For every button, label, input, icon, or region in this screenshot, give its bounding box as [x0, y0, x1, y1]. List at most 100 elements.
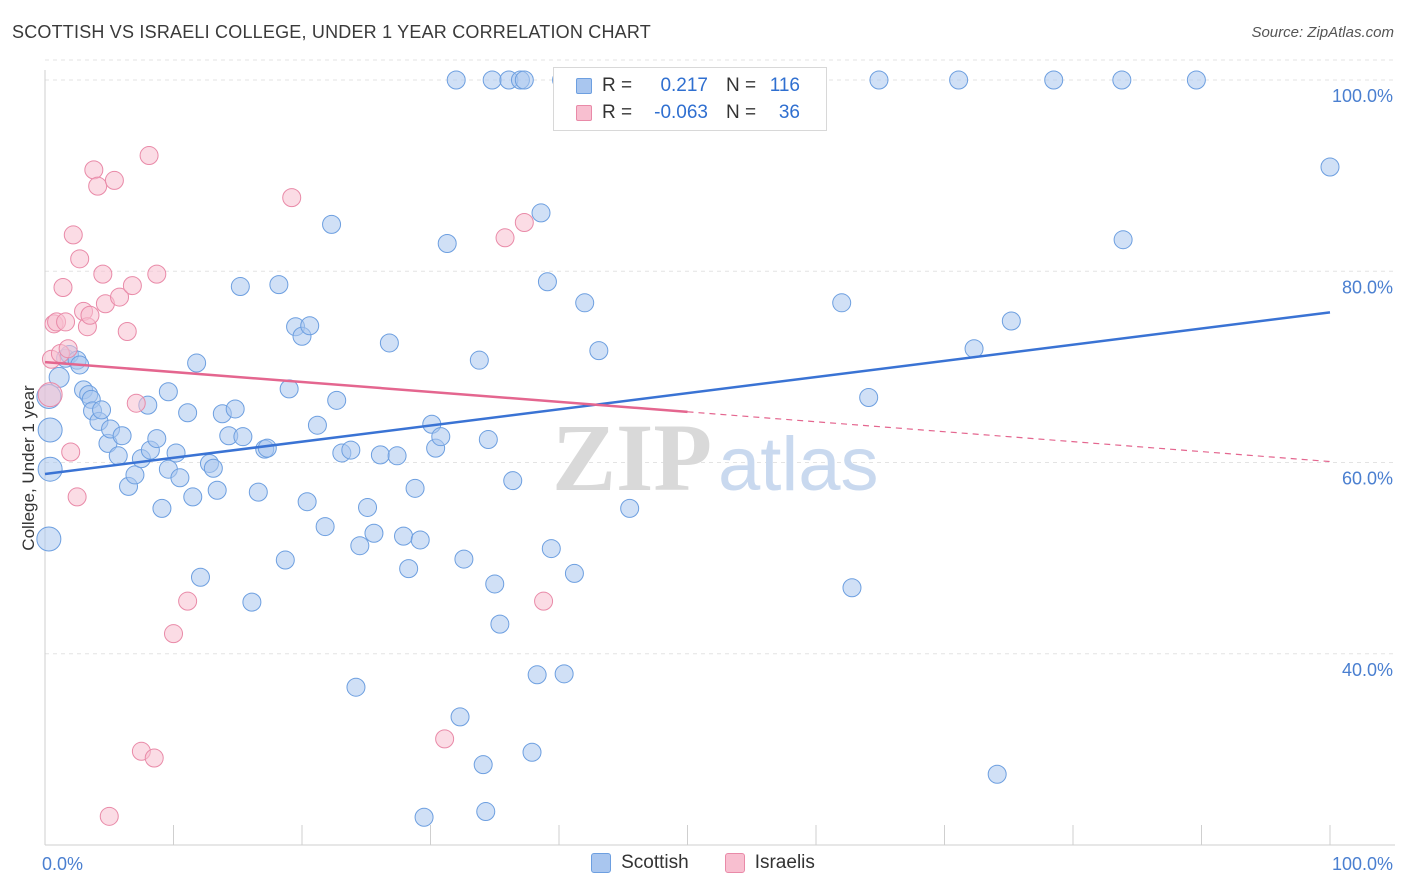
watermark: ZIP atlas	[552, 404, 879, 511]
y-axis-label: College, Under 1 year	[19, 385, 38, 551]
scottish-point	[476, 802, 496, 822]
scottish-point	[242, 592, 262, 612]
legend-label-scottish: Scottish	[621, 852, 689, 873]
scottish-point	[1113, 230, 1133, 250]
israeli-trend-extension	[687, 411, 1331, 463]
scottish-point	[842, 578, 862, 598]
scottish-point	[322, 214, 342, 234]
scottish-point	[230, 277, 250, 297]
scottish-point	[36, 526, 62, 552]
israeli-point	[126, 393, 146, 413]
israeli-point	[144, 748, 164, 768]
scottish-point	[414, 807, 434, 827]
scottish-point	[410, 530, 430, 550]
scottish-point	[183, 487, 203, 507]
series-legend: Scottish Israelis	[0, 852, 1406, 874]
scottish-point	[341, 440, 361, 460]
scottish-point	[949, 70, 969, 90]
israeli-point	[61, 442, 81, 462]
scottish-point	[859, 387, 879, 407]
scottish-point	[37, 456, 63, 482]
scottish-point	[485, 574, 505, 594]
y-tick-label-60: 60.0%	[1342, 469, 1393, 489]
scottish-point	[275, 550, 295, 570]
scottish-point	[450, 707, 470, 727]
scottish-point	[370, 445, 390, 465]
israeli-point	[67, 487, 87, 507]
scottish-point	[307, 415, 327, 435]
x-tick-label-max: 100.0%	[1332, 854, 1393, 874]
scottish-point	[503, 471, 523, 491]
scottish-point	[327, 390, 347, 410]
israeli-point	[88, 176, 108, 196]
legend-label-israelis: Israelis	[754, 852, 815, 873]
scottish-point	[554, 664, 574, 684]
scottish-point	[620, 498, 640, 518]
israeli-point	[495, 228, 515, 248]
legend-swatch-israelis	[724, 853, 745, 873]
scottish-point	[589, 341, 609, 361]
scottish-point	[225, 399, 245, 419]
scottish-point	[37, 417, 63, 443]
israeli-point	[110, 287, 130, 307]
israeli-point	[56, 312, 76, 332]
scottish-point	[364, 523, 384, 543]
y-tick-label-80: 80.0%	[1342, 277, 1393, 297]
scottish-point	[190, 567, 210, 587]
scottish-point	[92, 400, 112, 420]
israeli-trend-line	[44, 360, 688, 414]
legend-item-israelis[interactable]: Israelis	[724, 852, 815, 874]
x-ticks	[44, 825, 1331, 845]
israeli-point	[164, 624, 183, 644]
scottish-point	[431, 427, 451, 447]
scottish-point	[564, 563, 584, 583]
israeli-point	[63, 225, 83, 245]
scottish-point	[350, 536, 370, 556]
scottish-point	[446, 70, 466, 90]
israeli-point	[104, 170, 124, 190]
chart-title: SCOTTISH VS ISRAELI COLLEGE, UNDER 1 YEA…	[12, 22, 651, 42]
legend-n-value: 36	[778, 102, 800, 123]
scottish-point	[469, 350, 489, 370]
axes	[44, 70, 1395, 846]
scottish-point	[315, 517, 335, 537]
scottish-point	[203, 458, 223, 478]
legend-n-value: 116	[769, 75, 800, 96]
israeli-point	[53, 278, 73, 298]
scottish-point	[537, 272, 557, 292]
scottish-trend-line	[44, 311, 1331, 476]
scottish-point	[358, 497, 378, 517]
legend-n-label: N =	[726, 102, 757, 123]
legend-n-label: N =	[726, 75, 757, 96]
scottish-point	[478, 430, 498, 450]
scottish-point	[832, 293, 852, 313]
scottish-point	[454, 549, 474, 569]
scottish-point	[178, 403, 198, 423]
scottish-point	[473, 755, 493, 775]
scottish-point	[257, 438, 277, 458]
legend-item-scottish[interactable]: Scottish	[591, 852, 689, 874]
scottish-point	[575, 293, 595, 313]
scottish-point	[964, 339, 984, 359]
scottish-point	[437, 234, 457, 254]
israeli-point	[99, 806, 119, 826]
israeli-point	[117, 321, 137, 341]
scottish-point	[527, 665, 547, 685]
x-tick-label-min: 0.0%	[42, 854, 83, 874]
scottish-point	[125, 465, 145, 485]
legend-swatch-israelis	[576, 105, 592, 121]
scottish-point	[405, 478, 425, 498]
scottish-point	[1112, 70, 1132, 90]
scottish-point	[522, 742, 542, 762]
scottish-point	[170, 468, 190, 488]
israeli-point	[139, 146, 159, 166]
scottish-point	[1186, 70, 1206, 90]
stats-legend: R = 0.217 N = 116 R = -0.063 N = 36	[553, 67, 827, 131]
source-credit: Source: ZipAtlas.com	[1251, 24, 1394, 41]
gridlines	[45, 59, 1395, 655]
scottish-point	[248, 482, 268, 502]
legend-swatch-scottish	[576, 78, 592, 94]
scottish-point	[1001, 311, 1021, 331]
scottish-point	[531, 203, 551, 223]
